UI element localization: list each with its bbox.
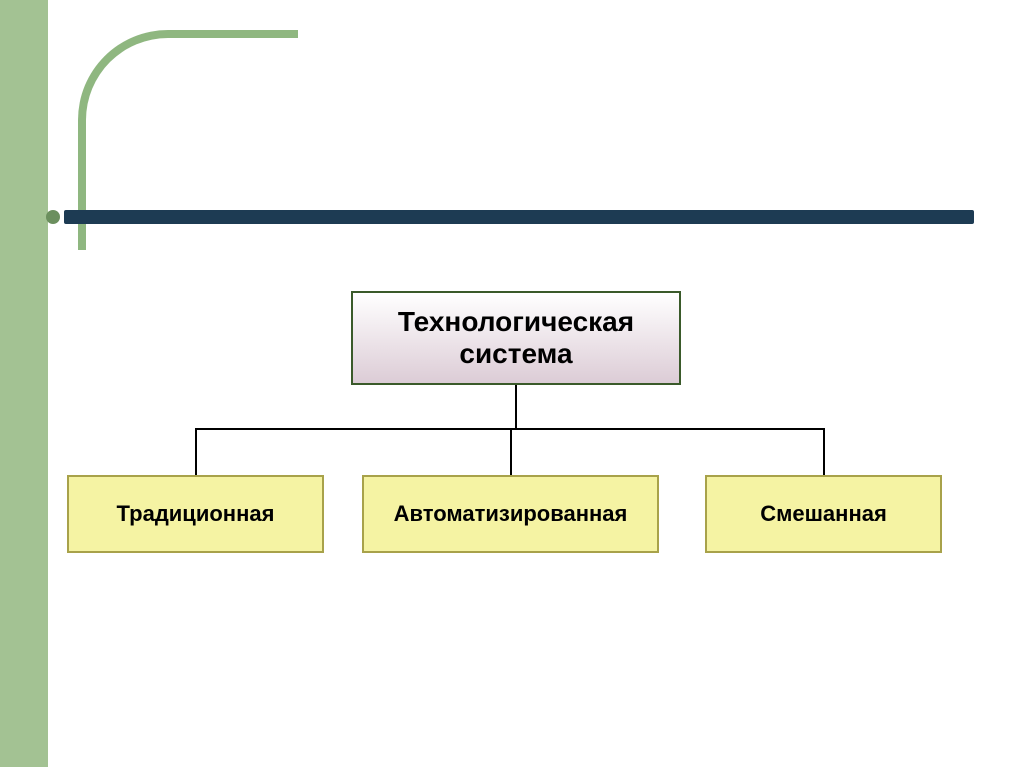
- connector-drop-0: [195, 428, 197, 475]
- connector-drop-2: [823, 428, 825, 475]
- child-label: Традиционная: [117, 501, 275, 527]
- connector-root-stem: [515, 385, 517, 428]
- child-label: Автоматизированная: [394, 501, 628, 527]
- title-underline-bar: [64, 210, 974, 224]
- slide-stage: Технологическая система Традиционная Авт…: [0, 0, 1024, 767]
- title-underline-dot: [46, 210, 60, 224]
- diagram-root-node: Технологическая система: [351, 291, 681, 385]
- left-accent-strip: [0, 0, 48, 767]
- child-label: Смешанная: [760, 501, 887, 527]
- diagram-child-node: Автоматизированная: [362, 475, 659, 553]
- connector-drop-1: [510, 428, 512, 475]
- root-label-line1: Технологическая: [398, 306, 634, 338]
- diagram-child-node: Традиционная: [67, 475, 324, 553]
- diagram-child-node: Смешанная: [705, 475, 942, 553]
- root-label-line2: система: [459, 338, 572, 370]
